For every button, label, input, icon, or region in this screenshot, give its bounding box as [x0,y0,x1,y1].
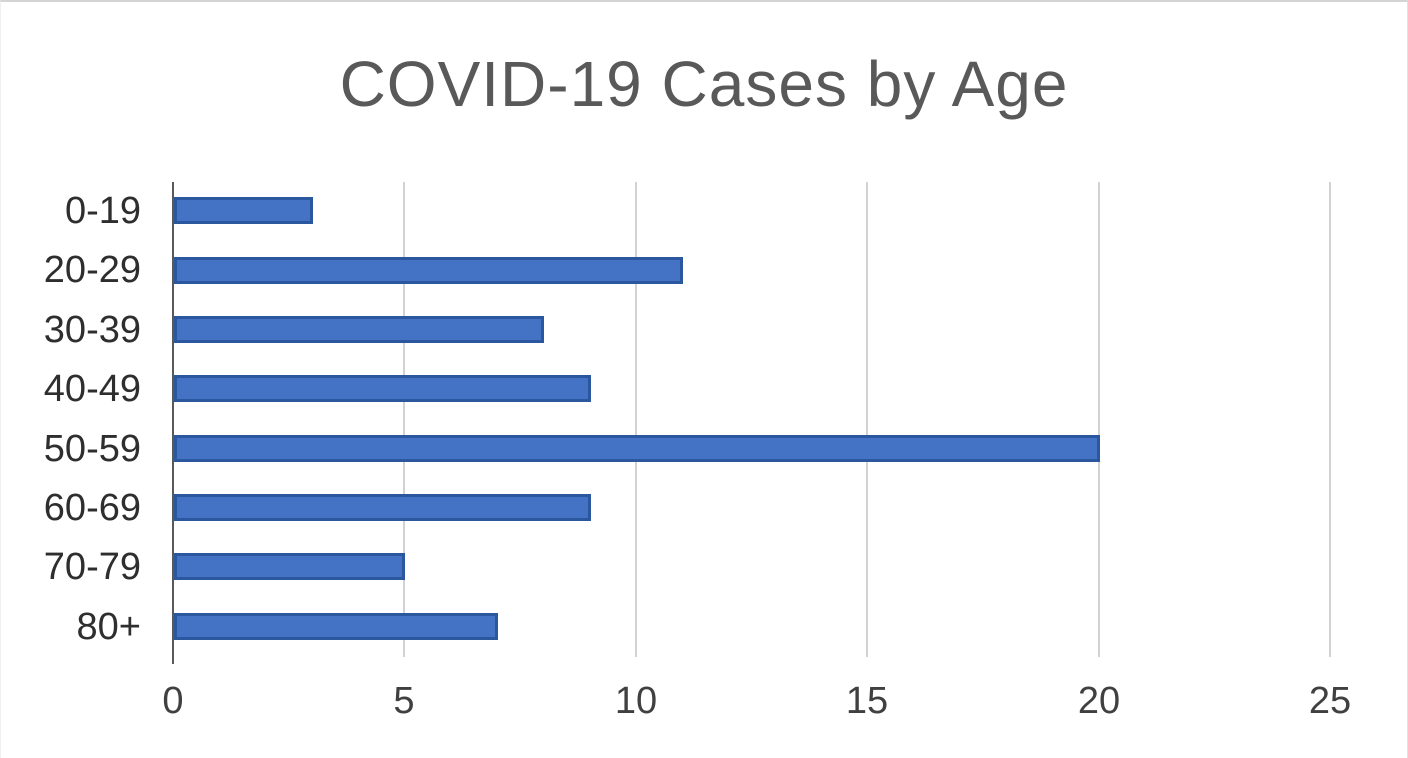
category-label: 30-39 [43,309,141,351]
x-tick-label: 10 [614,680,658,722]
category-label: 40-49 [43,368,141,410]
x-tick-label: 15 [845,680,889,722]
category-label: 80+ [76,606,141,648]
bar [174,435,1100,462]
plot-area [172,182,1331,664]
bar [174,375,591,402]
bar [174,257,683,284]
x-tick-label: 20 [1077,680,1121,722]
chart-title: COVID-19 Cases by Age [339,48,1069,120]
gridline-20 [1098,182,1100,657]
gridline-25 [1329,182,1331,657]
bar [174,553,405,580]
x-tick-label: 0 [162,680,184,722]
x-tick-label: 25 [1308,680,1352,722]
gridline-5 [403,182,405,657]
category-axis-labels: 0-19 20-29 30-39 40-49 50-59 60-69 70-79 80+ [1,182,141,657]
bar [174,316,544,343]
category-label: 60-69 [43,487,141,529]
y-axis-line [172,182,174,664]
bar [174,494,591,521]
category-label: 0-19 [64,190,141,232]
bar [174,197,313,224]
gridline-15 [866,182,868,657]
gridline-10 [635,182,637,657]
bar [174,613,498,640]
x-tick-label: 5 [393,680,415,722]
x-axis-tick-labels: 0 5 10 15 20 25 [162,680,1351,730]
category-label: 50-59 [43,428,141,470]
category-label: 70-79 [43,546,141,588]
category-label: 20-29 [43,249,141,291]
